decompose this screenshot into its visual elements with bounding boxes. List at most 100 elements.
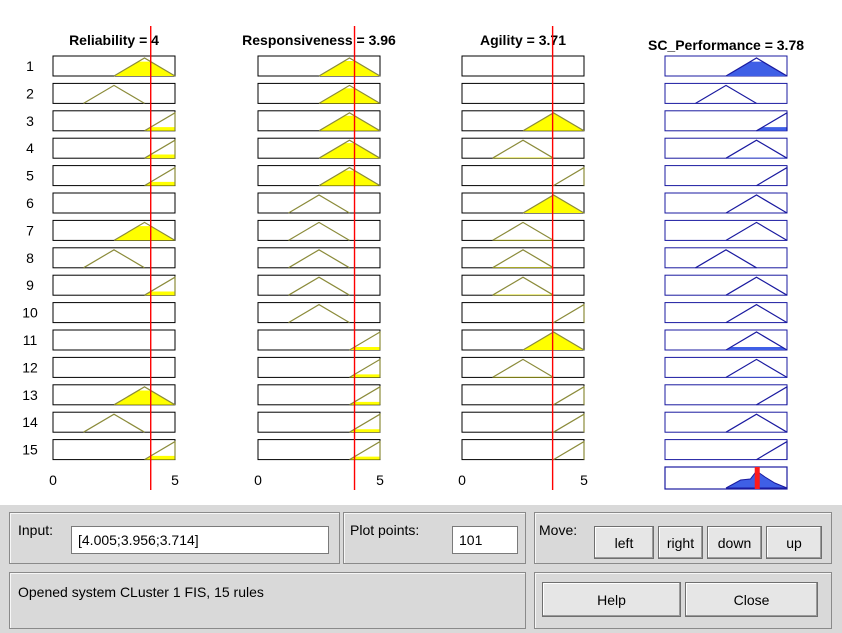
membership-triangle <box>522 194 585 214</box>
membership-triangle <box>725 221 788 241</box>
rule-number: 3 <box>26 113 34 129</box>
activated-area <box>319 170 380 186</box>
rule-box <box>461 165 585 187</box>
status-frame: Opened system CLuster 1 FIS, 15 rules <box>9 572 526 629</box>
rule-box <box>461 411 585 433</box>
rule-box <box>664 411 788 433</box>
activated-area <box>349 429 380 433</box>
activated-area <box>319 143 380 159</box>
membership-triangle <box>695 84 757 104</box>
membership-triangle <box>553 385 585 406</box>
input-vector-field[interactable] <box>71 526 329 554</box>
rule-number: 8 <box>26 250 34 266</box>
move-down-button[interactable]: down <box>707 526 762 559</box>
rule-box <box>664 137 788 159</box>
activated-area <box>144 455 175 460</box>
activated-area <box>349 456 380 460</box>
move-left-button[interactable]: left <box>594 526 654 559</box>
variable-title: Agility = 3.71 <box>480 32 566 48</box>
move-up-button[interactable]: up <box>766 526 822 559</box>
rule-box <box>664 165 788 187</box>
membership-triangle <box>349 330 381 351</box>
rule-box <box>664 82 788 104</box>
rule-viewer-plot-area: Reliability = 4 0 5 Responsiveness = 3.96 0 5… <box>0 0 842 505</box>
membership-triangle <box>318 112 381 132</box>
move-right-button[interactable]: right <box>658 526 703 559</box>
activated-area <box>319 88 380 104</box>
membership-triangle <box>144 139 176 159</box>
activated-area <box>523 332 584 350</box>
plot-points-label: Plot points: <box>350 522 420 538</box>
variable-title: SC_Performance = 3.78 <box>648 37 804 53</box>
membership-triangle <box>318 166 381 187</box>
move-frame: Move: left right down up <box>534 512 832 564</box>
rule-box <box>52 329 176 351</box>
membership-triangle <box>756 166 788 187</box>
rule-box <box>257 274 381 296</box>
rule-box <box>664 329 788 351</box>
variable-title: Reliability = 4 <box>69 32 159 48</box>
input-label: Input: <box>18 522 54 538</box>
activated-area <box>319 60 380 76</box>
close-button[interactable]: Close <box>685 582 818 617</box>
membership-triangle <box>695 249 757 269</box>
rule-box <box>664 274 788 296</box>
membership-triangle <box>144 111 176 132</box>
rule-box <box>257 384 381 406</box>
activated-area <box>114 390 175 405</box>
control-panel: Input: Plot points: Move: left right dow… <box>0 505 842 633</box>
membership-triangle <box>725 57 788 77</box>
rule-number: 10 <box>22 305 38 321</box>
membership-triangle <box>349 385 381 406</box>
membership-triangle <box>288 194 350 214</box>
membership-triangle <box>725 194 788 214</box>
rule-box <box>257 192 381 214</box>
rule-plots: Reliability = 4 0 5 Responsiveness = 3.96 0 5… <box>22 26 804 490</box>
membership-triangle <box>553 303 585 324</box>
activated-area <box>349 374 380 378</box>
membership-triangle <box>725 413 788 433</box>
rule-box <box>664 439 788 461</box>
rule-number: 12 <box>22 359 38 375</box>
activated-area <box>114 61 175 76</box>
activated-area <box>349 347 380 350</box>
membership-triangle <box>756 440 788 461</box>
membership-triangle <box>83 84 145 104</box>
rule-box <box>257 329 381 351</box>
activated-area <box>756 127 787 131</box>
membership-triangle <box>288 249 350 269</box>
rule-number: 7 <box>26 222 34 238</box>
rule-number: 4 <box>26 140 34 156</box>
activated-area <box>726 157 787 159</box>
rule-number: 5 <box>26 168 34 184</box>
membership-triangle <box>318 139 381 159</box>
activated-area <box>349 401 380 405</box>
membership-triangle <box>288 221 350 241</box>
rule-box <box>257 247 381 269</box>
rule-number: 6 <box>26 195 34 211</box>
plot-points-frame: Plot points: <box>343 512 526 564</box>
plot-points-field[interactable] <box>452 526 518 554</box>
rule-number: 11 <box>23 332 38 348</box>
rule-box <box>257 219 381 241</box>
membership-triangle <box>492 221 554 241</box>
activated-area <box>144 154 175 159</box>
input-frame: Input: <box>9 512 340 564</box>
rule-box <box>257 439 381 461</box>
tick-label: 5 <box>171 472 179 488</box>
activated-area <box>492 157 554 159</box>
rule-box <box>461 82 585 104</box>
tick-label: 5 <box>580 472 588 488</box>
membership-triangle <box>725 358 788 378</box>
membership-triangle <box>725 139 788 159</box>
rule-box <box>52 302 176 324</box>
membership-triangle <box>522 112 585 132</box>
help-button[interactable]: Help <box>542 582 681 617</box>
membership-triangle <box>756 385 788 406</box>
membership-triangle <box>83 249 145 269</box>
activated-area <box>726 347 787 350</box>
activated-area <box>144 127 175 131</box>
rule-box <box>461 55 585 77</box>
activated-area <box>492 239 554 241</box>
activated-area <box>726 61 787 76</box>
